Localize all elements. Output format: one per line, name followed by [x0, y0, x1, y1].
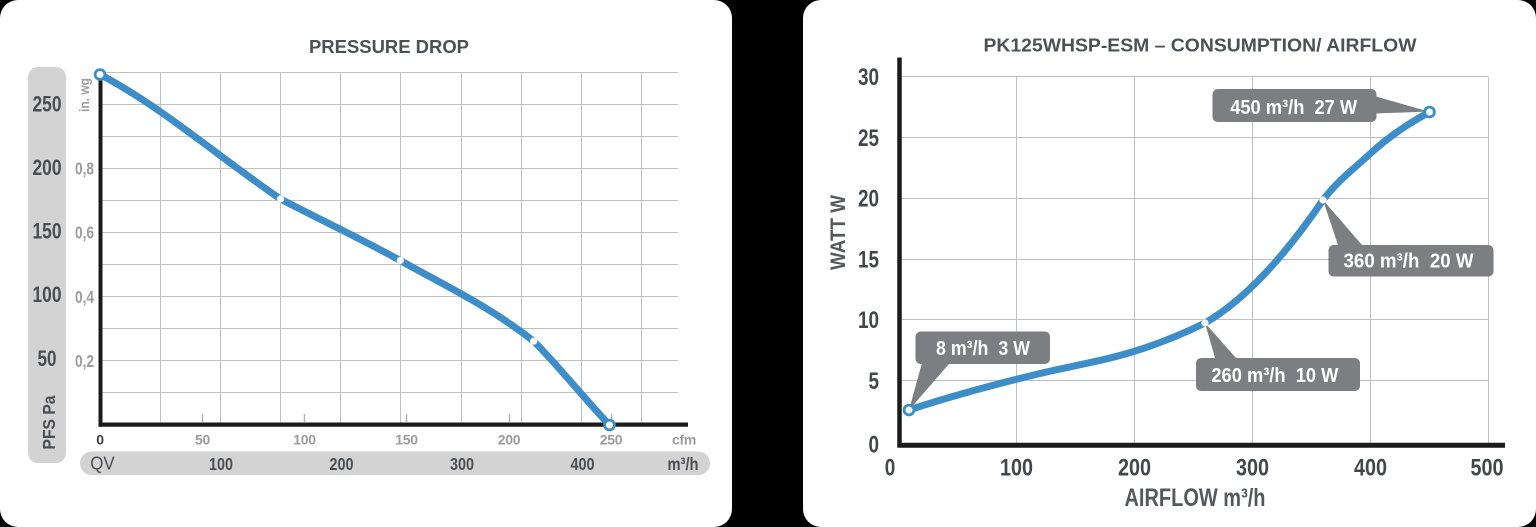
svg-text:25: 25	[858, 125, 879, 152]
svg-text:200: 200	[33, 155, 62, 180]
svg-text:0: 0	[96, 432, 104, 448]
svg-text:WATT W: WATT W	[827, 195, 850, 270]
svg-text:20: 20	[858, 186, 879, 213]
svg-text:250: 250	[33, 91, 62, 116]
svg-text:PFS Pa: PFS Pa	[39, 395, 59, 449]
svg-text:in. wg: in. wg	[77, 78, 92, 112]
svg-text:360 m³/h 20 W: 360 m³/h 20 W	[1344, 250, 1475, 273]
svg-text:50: 50	[38, 346, 57, 371]
svg-text:30: 30	[858, 64, 879, 91]
svg-text:8 m³/h 3 W: 8 m³/h 3 W	[936, 337, 1031, 360]
svg-text:15: 15	[858, 246, 879, 273]
svg-text:450 m³/h 27 W: 450 m³/h 27 W	[1230, 96, 1358, 119]
svg-text:200: 200	[498, 432, 521, 448]
svg-text:QV: QV	[90, 454, 115, 474]
svg-text:0,6: 0,6	[75, 223, 94, 243]
svg-text:0: 0	[885, 455, 896, 482]
svg-text:250: 250	[600, 432, 623, 448]
svg-text:10: 10	[858, 307, 879, 334]
svg-text:0,4: 0,4	[75, 287, 94, 307]
svg-text:100: 100	[1000, 455, 1033, 482]
svg-text:50: 50	[195, 432, 210, 448]
svg-text:150: 150	[33, 219, 62, 244]
svg-text:100: 100	[293, 432, 316, 448]
svg-text:260 m³/h 10 W: 260 m³/h 10 W	[1211, 364, 1339, 387]
svg-text:100: 100	[209, 454, 233, 474]
svg-text:300: 300	[1236, 455, 1269, 482]
svg-text:500: 500	[1471, 455, 1504, 482]
svg-text:PRESSURE DROP: PRESSURE DROP	[309, 37, 469, 57]
svg-text:400: 400	[1354, 455, 1387, 482]
svg-text:100: 100	[33, 282, 62, 307]
svg-text:cfm: cfm	[672, 432, 696, 448]
svg-text:0,8: 0,8	[75, 159, 94, 179]
svg-text:m³/h: m³/h	[668, 454, 699, 474]
svg-text:400: 400	[571, 454, 595, 474]
svg-text:300: 300	[450, 454, 474, 474]
svg-text:AIRFLOW m³/h: AIRFLOW m³/h	[1125, 484, 1266, 512]
svg-text:5: 5	[869, 368, 880, 395]
svg-text:150: 150	[395, 432, 418, 448]
svg-text:200: 200	[330, 454, 354, 474]
svg-text:0,2: 0,2	[75, 351, 94, 371]
svg-text:200: 200	[1118, 455, 1151, 482]
svg-text:0: 0	[869, 432, 880, 459]
svg-text:PK125WHSP-ESM – CONSUMPTION/ A: PK125WHSP-ESM – CONSUMPTION/ AIRFLOW	[984, 36, 1417, 56]
